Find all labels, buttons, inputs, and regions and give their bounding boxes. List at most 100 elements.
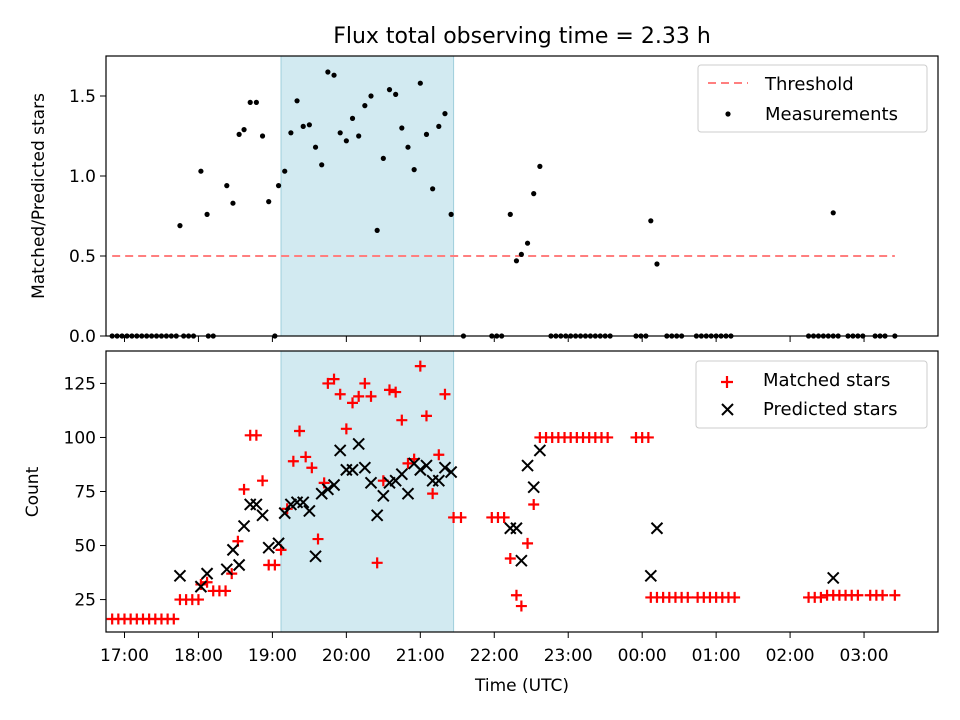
measurement-point [442,111,448,117]
ratio-y-tick-label: 1.0 [69,167,96,187]
matched-star-point [528,498,540,510]
measurement-point [300,123,306,129]
matched-star-point [347,397,359,409]
matched-star-point [396,414,408,426]
measurement-point [518,251,524,257]
matched-star-point [359,377,371,389]
measurement-point [362,103,368,109]
x-tick-label: 23:00 [544,646,593,666]
count-y-tick-label: 125 [64,374,96,394]
matched-star-point [195,578,207,590]
matched-star-point [365,390,377,402]
measurement-point [386,87,393,93]
predicted-star-point [346,463,359,477]
measurement-point [356,133,362,139]
matched-star-point [328,373,340,385]
legend-matched-label: Matched stars [763,370,890,391]
matched-star-point [168,613,180,625]
matched-star-point [852,589,864,601]
x-tick-label: 21:00 [396,646,445,666]
ratio-panel-ylabel: Matched/Predicted stars [29,93,49,299]
matched-star-point [515,600,527,612]
legend-predicted-label: Predicted stars [763,399,897,420]
matched-star-point [815,591,827,603]
observing-window-shade [280,55,455,337]
measurement-point [343,138,349,144]
measurement-point [204,211,210,217]
matched-star-point [300,451,312,463]
predicted-star-point [226,543,240,557]
predicted-star-point [377,489,390,503]
matched-star-point [220,585,232,597]
count-panel: 17:00 18:00 19:00 20:00 21:00 22:00 23:00 00:00… [23,350,939,696]
measurement-point [319,162,325,168]
observing-window-shade-bottom [280,350,455,633]
predicted-star-point [401,487,415,500]
x-tick-label: 19:00 [248,646,297,666]
matched-star-point [427,488,439,500]
matched-star-point [340,423,352,435]
matched-star-point [269,559,281,571]
measurement-point [275,183,282,189]
matched-star-point [433,449,445,461]
matched-star-point [390,386,402,398]
predicted-star-point [414,463,427,477]
measurement-point [198,168,204,174]
predicted-star-point [527,480,540,494]
measurement-point [236,131,242,137]
matched-star-point [371,557,383,569]
matched-star-point [402,457,414,469]
matched-star-point [312,533,324,545]
x-tick-label: 02:00 [766,646,815,666]
measurement-point [513,258,520,264]
matched-star-point [201,576,213,588]
matched-star-point [250,429,262,441]
legend-predicted-swatch [721,403,734,416]
measurement-point [368,93,374,99]
x-tick-label: 17:00 [100,646,149,666]
predicted-star-point [358,461,372,474]
measurement-point [241,127,247,133]
predicted-star-point [327,478,341,492]
ratio-y-tick-label: 1.5 [69,87,96,107]
predicted-star-point [297,496,310,509]
predicted-star-point [533,444,547,457]
count-legend: Matched stars Predicted stars [695,360,928,429]
predicted-star-point [827,571,840,585]
matched-star-point [510,589,522,601]
count-y-tick-label: 75 [74,483,96,503]
x-tick-label: 20:00 [322,646,371,666]
chart-title: Flux total observing time = 2.33 h [333,24,711,49]
matched-star-point [257,475,269,487]
x-tick-label: 01:00 [692,646,741,666]
matched-star-point [439,388,451,400]
matched-star-point [682,591,694,603]
matched-star-point [642,431,654,443]
x-tick-label: 00:00 [618,646,667,666]
matched-star-point [192,594,204,606]
measurement-point [306,122,312,128]
ratio-y-tick-label: 0.5 [69,247,96,267]
predicted-star-point [395,468,409,481]
matched-star-point [498,511,510,523]
count-legend-box [695,360,928,429]
measurement-point [423,131,430,137]
measurement-point [266,199,272,205]
measurement-point [380,155,386,161]
x-axis-label: Time (UTC) [474,676,569,696]
legend-measurements-swatch [725,111,731,117]
predicted-star-point [420,459,433,472]
predicted-star-point [250,498,263,511]
measurement-point [507,211,513,217]
predicted-star-point [364,476,378,490]
matched-star-point [287,455,299,467]
matched-star-point [504,553,516,565]
measurement-point [253,99,259,105]
matched-star-point [602,431,614,443]
predicted-star-point [272,537,285,550]
matched-star-point [414,360,426,372]
measurement-point [393,91,399,97]
predicted-star-point [232,558,246,572]
measurement-point [399,125,405,131]
matched-star-point [322,377,334,389]
